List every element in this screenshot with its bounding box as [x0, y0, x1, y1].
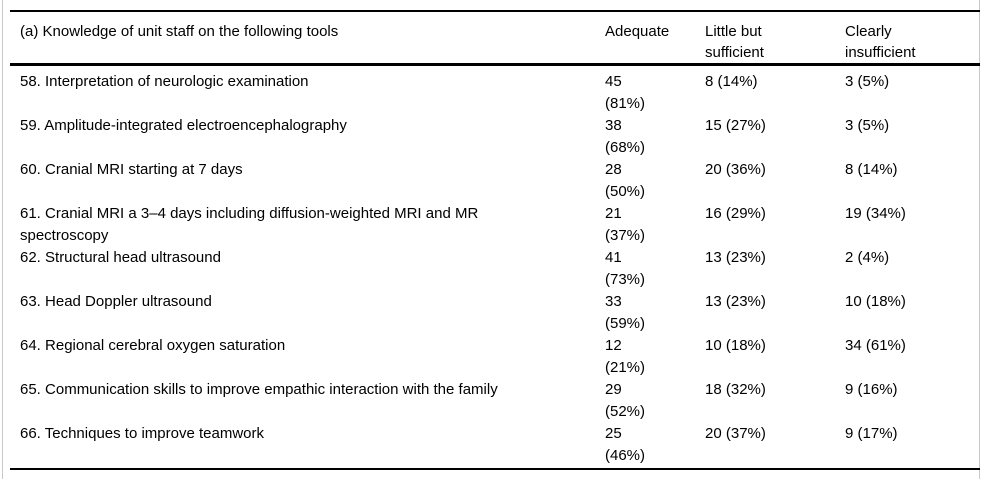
- header-clearly-insufficient: Clearly insufficient: [845, 23, 916, 61]
- adequate-percent: (73%): [605, 271, 646, 288]
- cell-little-sufficient: 8 (14%): [705, 73, 758, 90]
- cell-clearly-insufficient: 9 (16%): [845, 381, 898, 398]
- knowledge-table: (a) Knowledge of unit staff on the follo…: [10, 10, 980, 470]
- adequate-count: 41: [605, 249, 622, 266]
- cell-adequate: 25 (46%): [605, 423, 705, 467]
- adequate-percent: (50%): [605, 183, 646, 200]
- cell-adequate: 12 (21%): [605, 335, 705, 379]
- adequate-percent: (37%): [605, 227, 646, 244]
- cell-clearly-insufficient: 2 (4%): [845, 249, 890, 266]
- cell-little-sufficient: 13 (23%): [705, 293, 766, 310]
- table-row: 63. Head Doppler ultrasound 33 (59%) 13 …: [10, 291, 980, 335]
- table-row: 58. Interpretation of neurologic examina…: [10, 71, 980, 115]
- cell-topic: 62. Structural head ultrasound: [20, 249, 221, 266]
- table-row: 59. Amplitude-integrated electroencephal…: [10, 115, 980, 159]
- cell-topic: 58. Interpretation of neurologic examina…: [20, 73, 309, 90]
- cell-adequate: 41 (73%): [605, 247, 705, 291]
- cell-topic: 65. Communication skills to improve empa…: [20, 381, 498, 398]
- cell-clearly-insufficient: 3 (5%): [845, 117, 890, 134]
- cell-clearly-insufficient: 3 (5%): [845, 73, 890, 90]
- cell-adequate: 45 (81%): [605, 71, 705, 115]
- cell-clearly-insufficient: 9 (17%): [845, 425, 898, 442]
- cell-adequate: 28 (50%): [605, 159, 705, 203]
- cell-clearly-insufficient: 34 (61%): [845, 337, 906, 354]
- table-row: 60. Cranial MRI starting at 7 days 28 (5…: [10, 159, 980, 203]
- cell-adequate: 29 (52%): [605, 379, 705, 423]
- adequate-count: 25: [605, 425, 622, 442]
- table-row: 62. Structural head ultrasound 41 (73%) …: [10, 247, 980, 291]
- adequate-percent: (46%): [605, 447, 646, 464]
- header-topic: (a) Knowledge of unit staff on the follo…: [20, 23, 339, 40]
- cell-little-sufficient: 10 (18%): [705, 337, 766, 354]
- adequate-percent: (52%): [605, 403, 646, 420]
- cell-little-sufficient: 20 (36%): [705, 161, 766, 178]
- table-row: 66. Techniques to improve teamwork 25 (4…: [10, 423, 980, 467]
- cell-little-sufficient: 16 (29%): [705, 205, 766, 222]
- adequate-count: 21: [605, 205, 622, 222]
- adequate-count: 29: [605, 381, 622, 398]
- header-adequate: Adequate: [605, 23, 670, 40]
- cell-topic: 64. Regional cerebral oxygen saturation: [20, 337, 286, 354]
- adequate-count: 12: [605, 337, 622, 354]
- table-row: 61. Cranial MRI a 3–4 days including dif…: [10, 203, 980, 247]
- adequate-percent: (59%): [605, 315, 646, 332]
- cell-topic: 61. Cranial MRI a 3–4 days including dif…: [20, 205, 479, 244]
- cell-adequate: 21 (37%): [605, 203, 705, 247]
- cell-topic: 63. Head Doppler ultrasound: [20, 293, 212, 310]
- table-header-row: (a) Knowledge of unit staff on the follo…: [10, 12, 980, 66]
- cell-little-sufficient: 13 (23%): [705, 249, 766, 266]
- cell-adequate: 33 (59%): [605, 291, 705, 335]
- table-row: 65. Communication skills to improve empa…: [10, 379, 980, 423]
- adequate-count: 45: [605, 73, 622, 90]
- adequate-percent: (21%): [605, 359, 646, 376]
- cell-little-sufficient: 18 (32%): [705, 381, 766, 398]
- cell-topic: 66. Techniques to improve teamwork: [20, 425, 265, 442]
- adequate-percent: (68%): [605, 139, 646, 156]
- header-little-sufficient: Little but sufficient: [705, 23, 764, 61]
- cell-adequate: 38 (68%): [605, 115, 705, 159]
- table-body: 58. Interpretation of neurologic examina…: [10, 66, 980, 468]
- cell-topic: 60. Cranial MRI starting at 7 days: [20, 161, 243, 178]
- cell-clearly-insufficient: 10 (18%): [845, 293, 906, 310]
- adequate-count: 33: [605, 293, 622, 310]
- adequate-count: 28: [605, 161, 622, 178]
- cell-topic: 59. Amplitude-integrated electroencephal…: [20, 117, 347, 134]
- cell-clearly-insufficient: 8 (14%): [845, 161, 898, 178]
- adequate-count: 38: [605, 117, 622, 134]
- cell-little-sufficient: 20 (37%): [705, 425, 766, 442]
- adequate-percent: (81%): [605, 95, 646, 112]
- cell-little-sufficient: 15 (27%): [705, 117, 766, 134]
- table-row: 64. Regional cerebral oxygen saturation …: [10, 335, 980, 379]
- cell-clearly-insufficient: 19 (34%): [845, 205, 906, 222]
